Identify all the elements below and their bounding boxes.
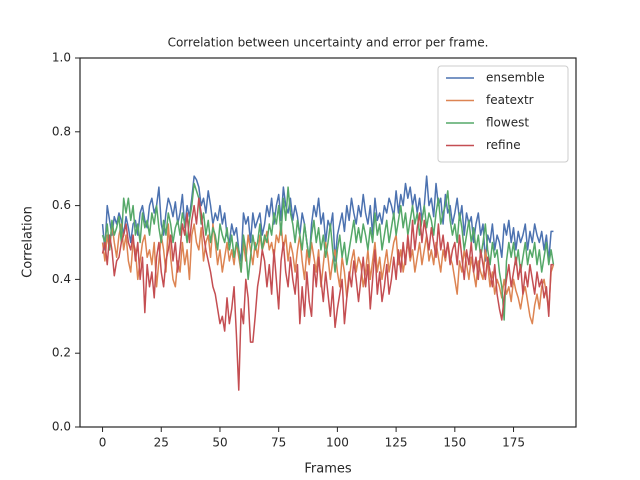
x-tick-label: 175 xyxy=(502,436,525,450)
x-tick-label: 100 xyxy=(326,436,349,450)
legend-label: ensemble xyxy=(486,71,545,85)
y-axis-label: Correlation xyxy=(21,206,36,278)
x-tick-label: 0 xyxy=(99,436,107,450)
legend-label: refine xyxy=(486,138,521,152)
y-tick-label: 0.8 xyxy=(52,124,71,138)
x-tick-label: 50 xyxy=(212,436,227,450)
legend-label: flowest xyxy=(486,116,529,130)
y-tick-label: 0.2 xyxy=(52,346,71,360)
series-line xyxy=(101,223,555,325)
y-tick-label: 0.6 xyxy=(52,198,71,212)
series-line xyxy=(101,182,555,321)
y-tick-label: 1.0 xyxy=(52,51,71,65)
legend-box xyxy=(437,65,569,163)
plot-frame xyxy=(79,57,577,428)
series-line xyxy=(101,197,554,391)
x-tick-label: 25 xyxy=(154,436,169,450)
x-axis-label: Frames xyxy=(304,462,352,477)
y-tick-label: 0.0 xyxy=(52,420,71,434)
x-tick-label: 125 xyxy=(385,436,408,450)
x-tick-label: 75 xyxy=(271,436,286,450)
y-tick-label: 0.4 xyxy=(52,272,71,286)
legend-label: featextr xyxy=(486,93,534,107)
x-tick-label: 150 xyxy=(443,436,466,450)
chart-title: Correlation between uncertainty and erro… xyxy=(168,36,489,50)
